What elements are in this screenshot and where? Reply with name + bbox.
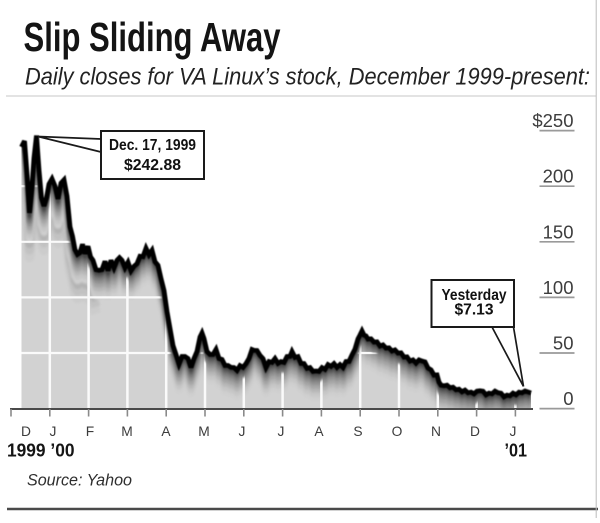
svg-text:’01: ’01 — [505, 440, 528, 460]
svg-text:A: A — [314, 424, 324, 439]
svg-text:Source: Yahoo: Source: Yahoo — [27, 471, 132, 490]
svg-text:J: J — [510, 424, 517, 439]
svg-text:200: 200 — [543, 166, 574, 187]
svg-text:J: J — [50, 424, 57, 439]
svg-text:1999 ’00: 1999 ’00 — [7, 440, 75, 460]
svg-text:Slip Sliding Away: Slip Sliding Away — [24, 14, 281, 60]
svg-text:A: A — [161, 424, 171, 439]
svg-text:Yesterday: Yesterday — [442, 287, 507, 304]
svg-text:M: M — [121, 424, 133, 439]
svg-text:Dec. 17, 1999: Dec. 17, 1999 — [109, 137, 196, 154]
svg-text:J: J — [239, 424, 246, 439]
svg-text:$242.88: $242.88 — [124, 157, 181, 174]
svg-text:M: M — [198, 424, 210, 439]
svg-text:50: 50 — [553, 333, 574, 354]
svg-text:O: O — [392, 424, 403, 439]
svg-text:100: 100 — [543, 277, 574, 298]
svg-text:$7.13: $7.13 — [455, 302, 494, 319]
svg-text:F: F — [86, 424, 94, 439]
svg-text:0: 0 — [563, 388, 573, 409]
svg-text:150: 150 — [543, 221, 574, 242]
svg-text:N: N — [431, 424, 441, 439]
svg-text:Daily closes for VA Linux’s st: Daily closes for VA Linux’s stock, Decem… — [25, 64, 590, 91]
svg-text:D: D — [470, 424, 480, 439]
svg-text:J: J — [278, 424, 285, 439]
svg-text:D: D — [21, 424, 31, 439]
svg-text:$250: $250 — [532, 110, 573, 131]
svg-text:S: S — [353, 424, 362, 439]
